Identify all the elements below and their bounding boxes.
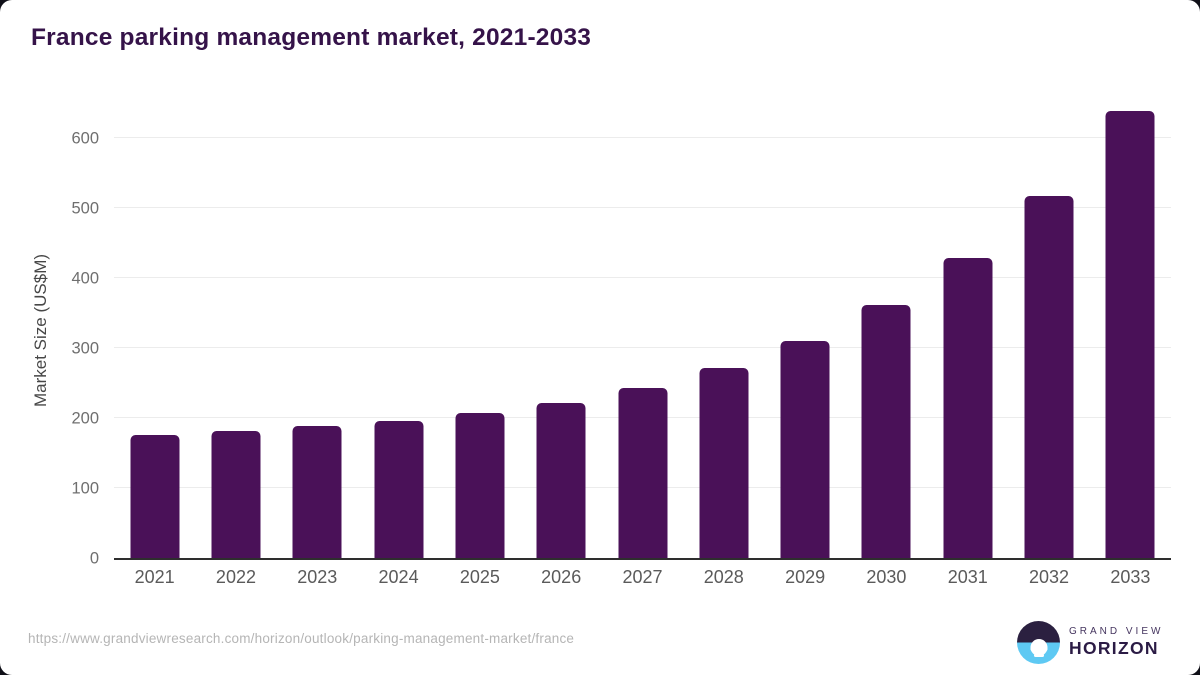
x-tick-label: 2025	[459, 567, 500, 587]
x-tick-label: 2028	[703, 567, 744, 587]
x-tick-label: 2032	[1029, 567, 1070, 587]
gridline	[114, 277, 1171, 278]
gridline	[114, 207, 1171, 208]
x-axis-tick-labels: 2021 2022 2023 2024 2025 2026 2027 2028 2029 2030…	[114, 567, 1171, 593]
y-tick-label: 300	[71, 338, 99, 357]
x-tick-label: 2024	[378, 567, 419, 587]
gridline	[114, 137, 1171, 138]
bar-2031	[943, 258, 993, 558]
bar-2033	[1105, 110, 1155, 558]
bar-2024	[374, 420, 424, 558]
source-url: https://www.grandviewresearch.com/horizo…	[28, 631, 575, 646]
chart-title: France parking management market, 2021-2…	[31, 24, 592, 51]
logo-product-name: HORIZON	[1069, 638, 1159, 659]
gridline	[114, 347, 1171, 348]
bar-2032	[1024, 196, 1074, 558]
y-tick-label: 600	[71, 128, 99, 147]
bar-2027	[618, 387, 667, 558]
bar-2028	[699, 368, 749, 558]
bar-2029	[780, 341, 830, 558]
x-tick-label: 2022	[215, 567, 256, 587]
horizon-sun-circle-icon	[1017, 621, 1060, 664]
y-tick-label: 100	[71, 478, 99, 497]
x-tick-label: 2029	[785, 567, 826, 587]
x-tick-label: 2026	[541, 567, 582, 587]
bar-2026	[536, 402, 586, 558]
logo-brand-name: GRAND VIEW	[1069, 626, 1164, 638]
y-tick-label: 200	[71, 408, 99, 427]
x-tick-label: 2021	[134, 567, 175, 587]
y-axis-tick-labels: 0 100 200 300 400 500 600	[0, 103, 99, 566]
sun-reflection-bar	[1030, 647, 1047, 651]
bar-2025	[455, 413, 505, 558]
plot-area	[114, 103, 1171, 560]
x-tick-label: 2033	[1110, 567, 1151, 587]
grand-view-horizon-logo: GRAND VIEW HORIZON	[1017, 621, 1163, 664]
x-tick-label: 2031	[947, 567, 988, 587]
x-tick-label: 2023	[297, 567, 338, 587]
logo-text: GRAND VIEW HORIZON	[1069, 627, 1163, 658]
sun-reflection-bar	[1033, 653, 1044, 657]
x-tick-label: 2030	[866, 567, 907, 587]
y-tick-label: 400	[71, 268, 99, 287]
bar-2021	[130, 434, 180, 558]
bar-2030	[861, 304, 911, 558]
bar-2022	[211, 430, 261, 558]
bar-2023	[292, 426, 342, 558]
y-tick-label: 0	[89, 548, 99, 567]
y-tick-label: 500	[71, 198, 99, 217]
x-tick-label: 2027	[622, 567, 663, 587]
